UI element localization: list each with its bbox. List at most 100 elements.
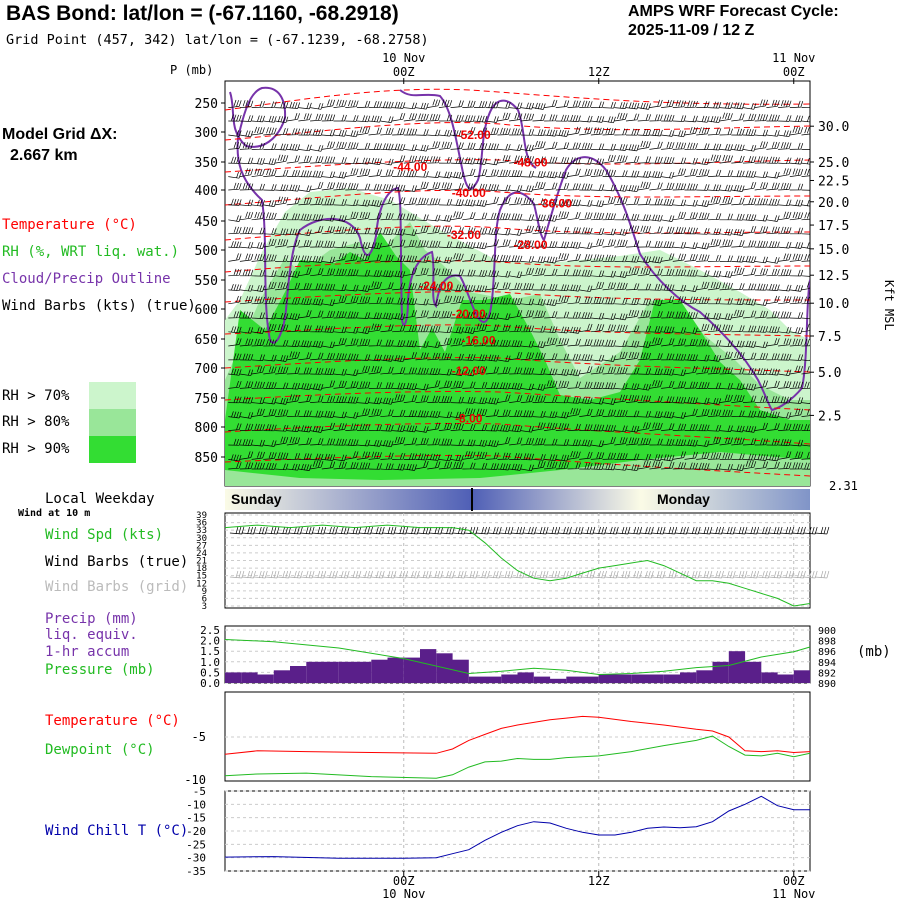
wind-barb (625, 184, 640, 193)
temperature-contour-label: -48.00 (513, 156, 547, 170)
wind-barb (415, 437, 429, 446)
wind-barb (450, 269, 464, 277)
wind-barb (275, 312, 289, 320)
precip-bar (696, 670, 713, 683)
wind-barb (263, 381, 277, 389)
wind-barb (742, 383, 757, 391)
wind-barb (473, 365, 488, 375)
wind-barb (614, 270, 628, 278)
wind-barb (392, 339, 406, 347)
wind-barb (427, 99, 441, 108)
wind-barb (403, 437, 418, 446)
wind-barb (766, 99, 780, 108)
wind-barb (368, 100, 382, 108)
wind-barb (590, 312, 605, 320)
wind-barb (438, 141, 453, 150)
wind-barb (555, 211, 570, 221)
wind-barb (544, 438, 558, 446)
wind-barb (778, 141, 792, 150)
wind-barb (509, 213, 523, 221)
surface-wind-barb (276, 526, 292, 535)
wind-barb (754, 352, 769, 361)
wind-barb (473, 296, 488, 305)
wind-barb (321, 380, 336, 389)
wind-barb (567, 439, 581, 447)
wind-barb (696, 184, 710, 191)
wind-barb (380, 239, 394, 248)
model-grid-label: Model Grid ΔX: (2, 126, 118, 143)
wind-barb (579, 285, 593, 293)
wind-barb (614, 340, 628, 348)
precip-tick-label: 2.0 (200, 635, 220, 648)
wind-barb (614, 112, 628, 122)
wind-barb (415, 453, 429, 461)
wind-barb (415, 239, 429, 248)
surface-wind-barb (253, 526, 268, 535)
windchill-tick-label: -10 (186, 798, 206, 811)
wind-barb (614, 170, 628, 177)
wind-barb (801, 242, 810, 249)
wind-barb (544, 114, 558, 122)
wind-barb (509, 185, 523, 192)
wind-barb (614, 394, 628, 403)
precip-bar (712, 661, 729, 683)
wind-barb (509, 463, 523, 471)
wind-barb (415, 310, 429, 319)
legend-wind-chill: Wind Chill T (°C) (45, 823, 189, 839)
wind-barb (310, 367, 324, 375)
precip-bar (728, 651, 746, 683)
wind-barb (567, 114, 581, 122)
kft-tick-label: 5.0 (818, 366, 841, 381)
wind-barb (672, 100, 687, 108)
top-hour-label: 12Z (588, 65, 610, 79)
wind-barb (637, 214, 652, 222)
wind-barb (579, 253, 593, 262)
wind-barb (485, 227, 499, 235)
wind-barb (509, 282, 523, 291)
wind-barb (509, 382, 523, 390)
wind-barb (532, 114, 546, 122)
wind-barb (345, 451, 359, 460)
wind-barb (275, 297, 289, 305)
wind-barb (707, 312, 722, 320)
wind-barb (742, 367, 757, 375)
wind-barb (298, 197, 312, 206)
wind-barb (789, 211, 804, 221)
wind-barb (473, 127, 488, 136)
wind-barb (707, 169, 722, 177)
wind-barb (438, 422, 453, 431)
wind-barb (368, 269, 382, 277)
wind-barb (298, 229, 312, 236)
wind-barb (602, 184, 616, 192)
wind-barb (555, 226, 570, 235)
wind-barb (766, 454, 780, 462)
wind-barb (485, 366, 499, 375)
legend-wind-barbs: Wind Barbs (kts) (true) (2, 298, 196, 314)
wind-barb (380, 196, 394, 206)
precip-bar (793, 670, 811, 683)
wind-barb (275, 382, 289, 390)
wind-barb (742, 460, 757, 470)
weekday-band: Sunday Monday 2.31 (225, 479, 858, 511)
wind-barb (696, 354, 710, 362)
precip-tick-label: 0.5 (200, 666, 220, 679)
wind-barb (392, 463, 406, 471)
wind-barb (555, 454, 570, 462)
wind-barb (473, 100, 488, 108)
wind-barb (497, 394, 511, 403)
wind-barb (742, 113, 757, 122)
wind-barb (450, 326, 464, 334)
wind-barb (672, 296, 687, 305)
wind-barb (731, 128, 745, 136)
wind-barb (228, 380, 242, 389)
wind-barb (661, 141, 675, 150)
wind-barb (544, 268, 558, 277)
wind-barb (427, 214, 441, 222)
wind-barb (555, 311, 570, 319)
wind-barb (356, 439, 371, 447)
wind-barb (520, 185, 534, 193)
local-weekday-label: Local Weekday (45, 491, 155, 507)
wind-barb (321, 283, 336, 291)
wind-barb (766, 380, 780, 389)
